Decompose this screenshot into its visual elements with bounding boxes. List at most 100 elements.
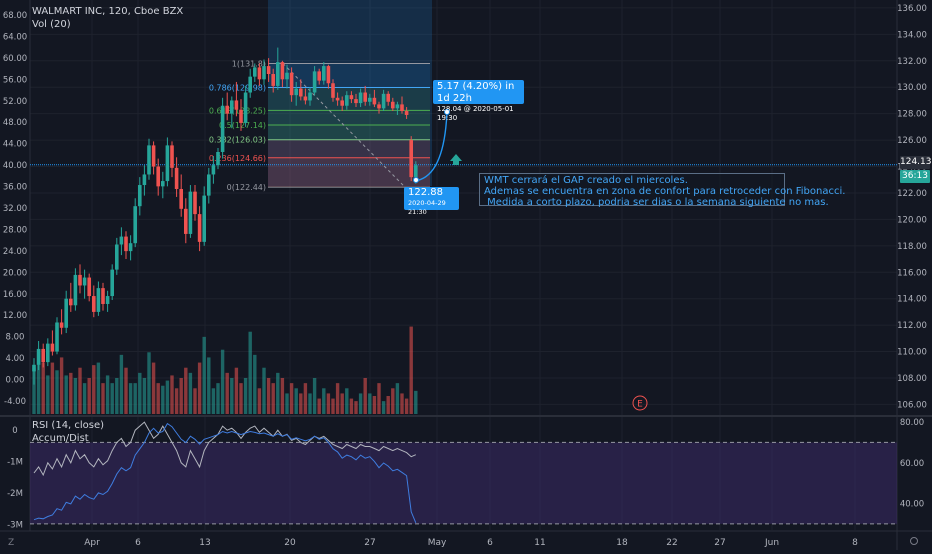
left-tick-8: 36.00 bbox=[3, 183, 27, 193]
accum-legend[interactable]: Accum/Dist bbox=[32, 433, 89, 444]
volume-bar-47 bbox=[248, 331, 252, 414]
fib-label-0.786: 0.786(129.98) bbox=[209, 83, 266, 92]
accum-tick-2: -2M bbox=[7, 489, 23, 499]
indicator-legend[interactable]: RSI (14, close) Accum/Dist bbox=[32, 419, 104, 445]
candle-body-21 bbox=[128, 243, 133, 252]
left-tick-6: 44.00 bbox=[3, 140, 27, 150]
symbol-title[interactable]: WALMART INC, 120, Cboe BZX bbox=[32, 6, 184, 17]
rsi-legend[interactable]: RSI (14, close) bbox=[32, 420, 105, 431]
candle-body-8 bbox=[69, 298, 73, 306]
volume-bar-20 bbox=[124, 367, 128, 414]
volume-bar-34 bbox=[188, 372, 193, 414]
price-tick-8: 120.00 bbox=[897, 215, 927, 225]
candle-body-26 bbox=[151, 145, 156, 167]
candle-body-82 bbox=[409, 140, 413, 178]
candle-body-70 bbox=[354, 99, 358, 104]
candle-body-42 bbox=[225, 105, 229, 114]
left-tick-2: 60.00 bbox=[3, 54, 27, 64]
price-tick-11: 114.00 bbox=[897, 295, 927, 305]
fib-label-0.5: 0.5(127.14) bbox=[219, 121, 266, 130]
volume-bar-18 bbox=[115, 378, 119, 414]
candle-body-27 bbox=[156, 166, 160, 187]
price-tick-9: 118.00 bbox=[897, 242, 927, 252]
candle-body-37 bbox=[202, 195, 206, 242]
fib-trend-line bbox=[282, 63, 406, 188]
volume-bar-30 bbox=[170, 375, 174, 414]
time-tick-12: 8 bbox=[852, 538, 858, 548]
left-tick-14: 12.00 bbox=[3, 311, 27, 321]
last-price-badge: 124.13 bbox=[900, 156, 932, 169]
rsi-tick-1: 60.00 bbox=[900, 459, 924, 469]
candle-body-50 bbox=[262, 66, 266, 80]
time-tick-2: 13 bbox=[199, 538, 210, 548]
candle-body-83 bbox=[414, 165, 418, 178]
candle-body-74 bbox=[372, 97, 377, 105]
volume-legend[interactable]: Vol (20) bbox=[32, 19, 71, 30]
fib-label-0.382: 0.382(126.03) bbox=[209, 136, 266, 145]
time-tick-0: Apr bbox=[84, 538, 100, 548]
symbol-legend[interactable]: WALMART INC, 120, Cboe BZX Vol (20) bbox=[32, 5, 183, 31]
settings-gear-icon bbox=[910, 537, 918, 545]
candle-body-72 bbox=[363, 92, 367, 102]
volume-bar-61 bbox=[312, 378, 317, 414]
volume-bar-31 bbox=[174, 388, 179, 414]
countdown-badge: 36:13 bbox=[900, 170, 930, 183]
candle-body-79 bbox=[395, 104, 400, 109]
price-tick-2: 132.00 bbox=[897, 57, 927, 67]
price-tick-1: 134.00 bbox=[897, 30, 927, 40]
left-tick-10: 28.00 bbox=[3, 225, 27, 235]
left-tick-3: 56.00 bbox=[3, 75, 27, 85]
left-tick-16: 4.00 bbox=[6, 354, 25, 364]
volume-bar-10 bbox=[78, 367, 82, 414]
target-callout[interactable]: 5.17 (4.20%) in 1d 22h 128.04 @ 2020-05-… bbox=[433, 80, 524, 122]
volume-bar-12 bbox=[87, 378, 91, 414]
volume-bar-44 bbox=[234, 367, 239, 414]
candle-body-28 bbox=[161, 181, 165, 187]
candle-body-32 bbox=[179, 188, 183, 209]
fib-band-2 bbox=[268, 110, 430, 126]
candle-body-25 bbox=[147, 145, 151, 175]
volume-bar-57 bbox=[294, 388, 298, 414]
price-tick-13: 110.00 bbox=[897, 348, 927, 358]
volume-bar-82 bbox=[409, 326, 413, 414]
candle-body-10 bbox=[78, 274, 82, 286]
candle-body-15 bbox=[101, 288, 105, 304]
candle-body-9 bbox=[73, 274, 78, 306]
volume-bar-79 bbox=[395, 383, 400, 414]
volume-bar-67 bbox=[340, 393, 344, 414]
volume-bar-4 bbox=[50, 362, 55, 414]
projection-target-point bbox=[444, 109, 450, 115]
price-tick-10: 116.00 bbox=[897, 268, 927, 278]
candle-body-23 bbox=[138, 185, 142, 207]
volume-bar-28 bbox=[161, 385, 165, 414]
candle-body-0 bbox=[32, 364, 36, 372]
candle-body-75 bbox=[377, 104, 381, 109]
candle-body-30 bbox=[170, 145, 174, 168]
candle-body-11 bbox=[82, 277, 87, 286]
volume-bar-64 bbox=[326, 393, 331, 414]
candle-body-68 bbox=[345, 95, 349, 106]
price-tick-3: 130.00 bbox=[897, 83, 927, 93]
volume-bar-48 bbox=[253, 354, 257, 414]
candle-body-73 bbox=[368, 97, 372, 102]
volume-bar-83 bbox=[414, 390, 418, 414]
volume-bar-71 bbox=[358, 393, 363, 414]
candle-body-78 bbox=[391, 101, 395, 109]
candle-body-71 bbox=[358, 92, 363, 104]
volume-bar-77 bbox=[386, 396, 390, 414]
text-annotation[interactable]: WMT cerrará el GAP creado el miercoles. … bbox=[479, 173, 845, 208]
candle-body-65 bbox=[331, 83, 335, 98]
candle-body-69 bbox=[349, 95, 354, 100]
candle-body-12 bbox=[87, 277, 91, 297]
volume-bar-65 bbox=[331, 398, 335, 414]
candle-body-76 bbox=[381, 93, 386, 109]
volume-bar-74 bbox=[372, 396, 377, 414]
volume-bar-75 bbox=[377, 383, 381, 414]
entry-callout[interactable]: 122.88 2020-04-29 21:30 bbox=[404, 187, 459, 216]
volume-bar-43 bbox=[230, 378, 234, 414]
price-tick-14: 108.00 bbox=[897, 374, 927, 384]
accum-tick-3: -3M bbox=[7, 520, 23, 530]
candle-body-59 bbox=[303, 96, 308, 101]
volume-bar-14 bbox=[96, 362, 101, 414]
candle-body-55 bbox=[285, 72, 289, 80]
